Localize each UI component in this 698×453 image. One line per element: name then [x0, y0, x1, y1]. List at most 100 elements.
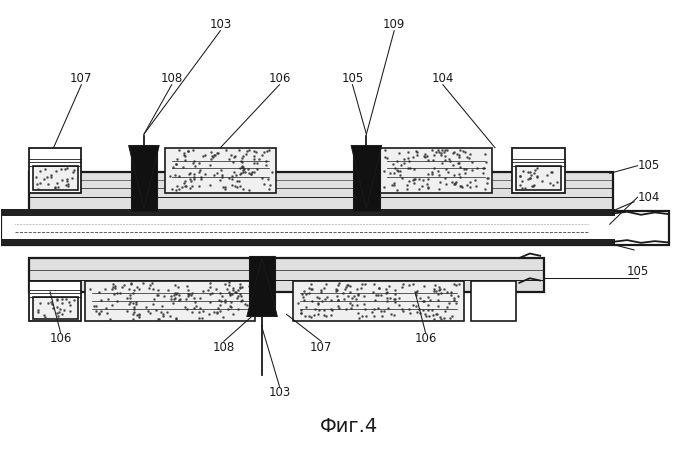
- Point: [241, 147, 252, 154]
- Point: [403, 305, 415, 313]
- Point: [60, 182, 71, 189]
- Text: 104: 104: [431, 72, 454, 85]
- Point: [444, 315, 455, 322]
- Point: [138, 279, 149, 286]
- Point: [239, 300, 251, 307]
- Point: [480, 151, 491, 158]
- Point: [431, 310, 442, 318]
- Point: [398, 281, 409, 288]
- Point: [117, 284, 128, 291]
- Point: [236, 158, 247, 165]
- Point: [309, 306, 320, 313]
- Point: [230, 183, 241, 190]
- Point: [352, 290, 364, 297]
- Point: [193, 308, 205, 316]
- Point: [389, 286, 401, 293]
- Point: [341, 284, 352, 291]
- Point: [325, 306, 336, 313]
- Point: [52, 183, 64, 191]
- Point: [186, 177, 197, 184]
- Point: [185, 291, 196, 299]
- Point: [422, 301, 433, 308]
- Point: [332, 303, 343, 310]
- Point: [544, 179, 555, 187]
- Point: [433, 286, 445, 294]
- Point: [408, 175, 419, 183]
- Polygon shape: [247, 258, 277, 317]
- Point: [440, 180, 452, 187]
- Point: [522, 168, 533, 175]
- Point: [437, 146, 448, 153]
- Point: [57, 176, 68, 183]
- Point: [163, 287, 174, 294]
- Point: [180, 157, 191, 164]
- Point: [187, 289, 198, 297]
- Point: [172, 283, 184, 290]
- Point: [182, 147, 193, 154]
- Point: [241, 302, 252, 309]
- Point: [133, 313, 144, 321]
- Point: [458, 165, 469, 173]
- Point: [214, 307, 225, 314]
- Point: [454, 154, 465, 161]
- Point: [353, 314, 364, 322]
- Point: [339, 295, 350, 302]
- Point: [179, 304, 191, 311]
- Point: [156, 302, 168, 309]
- Point: [386, 181, 397, 188]
- Point: [401, 186, 412, 193]
- Point: [60, 295, 71, 303]
- Point: [235, 298, 246, 305]
- Point: [260, 157, 272, 164]
- Point: [454, 147, 466, 154]
- Point: [309, 311, 320, 318]
- Point: [205, 182, 216, 189]
- Point: [101, 309, 112, 316]
- Point: [421, 180, 432, 188]
- Point: [189, 299, 200, 306]
- Point: [523, 175, 534, 183]
- Point: [428, 285, 439, 293]
- Point: [419, 282, 430, 289]
- Point: [326, 307, 337, 314]
- Point: [107, 284, 119, 291]
- Point: [426, 171, 438, 178]
- Point: [423, 183, 434, 190]
- Point: [171, 187, 182, 194]
- Point: [398, 307, 409, 314]
- Point: [519, 184, 530, 191]
- Point: [443, 299, 454, 306]
- Point: [32, 181, 43, 188]
- Point: [226, 173, 237, 180]
- Point: [551, 178, 562, 186]
- Point: [35, 299, 46, 306]
- Point: [204, 283, 215, 290]
- Point: [427, 312, 438, 319]
- Point: [124, 291, 135, 298]
- Point: [297, 290, 308, 298]
- Text: 104: 104: [637, 191, 660, 204]
- Point: [396, 174, 408, 182]
- Point: [235, 183, 246, 190]
- Point: [245, 306, 256, 313]
- Point: [249, 159, 260, 166]
- Point: [238, 165, 249, 173]
- Point: [152, 292, 163, 299]
- Point: [514, 181, 525, 188]
- Point: [206, 155, 217, 163]
- Bar: [85, 280, 255, 321]
- Point: [422, 170, 433, 178]
- Point: [345, 283, 356, 290]
- Point: [453, 160, 464, 167]
- Point: [197, 314, 208, 322]
- Point: [187, 146, 198, 154]
- Point: [228, 169, 239, 176]
- Point: [223, 282, 235, 289]
- Point: [162, 308, 173, 315]
- Point: [531, 173, 542, 180]
- Point: [303, 289, 314, 296]
- Point: [188, 294, 200, 302]
- Point: [338, 289, 349, 297]
- Point: [170, 295, 181, 302]
- Point: [355, 284, 366, 291]
